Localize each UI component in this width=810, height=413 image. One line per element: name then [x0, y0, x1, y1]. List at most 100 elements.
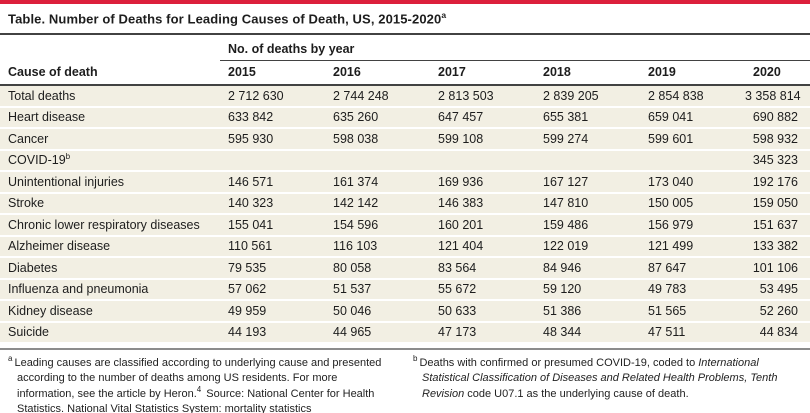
- value-cell: 87 647: [640, 257, 745, 280]
- footnote-b-text: Deaths with confirmed or presumed COVID-…: [419, 356, 699, 369]
- table-row: Alzheimer disease 110 561 116 103 121 40…: [0, 235, 810, 259]
- cause-cell: Kidney disease: [0, 300, 220, 323]
- cause-cell: Suicide: [0, 321, 220, 345]
- deaths-table: Cause of death No. of deaths by year 201…: [0, 35, 810, 345]
- value-cell: 51 537: [325, 278, 430, 302]
- value-cell: 595 930: [220, 128, 325, 151]
- value-cell: 2 744 248: [325, 85, 430, 108]
- cause-label: Alzheimer disease: [8, 239, 111, 254]
- table-title-text: Table. Number of Deaths for Leading Caus…: [8, 11, 442, 27]
- cause-cell: Total deaths: [0, 85, 220, 108]
- cause-label: Suicide: [8, 325, 49, 340]
- column-header-2016: 2016: [325, 60, 430, 87]
- cause-label: Kidney disease: [8, 303, 93, 318]
- table-row: Chronic lower respiratory diseases 155 0…: [0, 214, 810, 237]
- value-cell: 690 882: [745, 106, 810, 130]
- value-cell: 121 499: [640, 235, 745, 259]
- table-row: Influenza and pneumonia 57 062 51 537 55…: [0, 278, 810, 302]
- cause-cell: Alzheimer disease: [0, 235, 220, 259]
- table-row: Kidney disease 49 959 50 046 50 633 51 3…: [0, 300, 810, 323]
- value-cell: 159 050: [745, 192, 810, 216]
- value-cell: 133 382: [745, 235, 810, 259]
- value-cell: [325, 149, 430, 173]
- value-cell: 647 457: [430, 106, 535, 130]
- cause-cell: Influenza and pneumonia: [0, 278, 220, 302]
- value-cell: 146 383: [430, 192, 535, 216]
- footnote-a-text: Leading causes are classified according …: [14, 356, 382, 400]
- value-cell: 151 637: [745, 214, 810, 237]
- value-cell: 659 041: [640, 106, 745, 130]
- year-header-row: 2015 2016 2017 2018 2019 2020: [0, 60, 810, 87]
- value-cell: 156 979: [640, 214, 745, 237]
- value-cell: 83 564: [430, 257, 535, 280]
- table-row: Diabetes 79 535 80 058 83 564 84 946 87 …: [0, 257, 810, 280]
- value-cell: 598 932: [745, 128, 810, 151]
- footnote-a-marker: a: [8, 354, 13, 364]
- cause-label: Chronic lower respiratory diseases: [8, 217, 200, 232]
- value-cell: 633 842: [220, 106, 325, 130]
- value-cell: 116 103: [325, 235, 430, 259]
- column-header-cause: Cause of death: [0, 35, 220, 87]
- reference-4-marker: 4: [196, 384, 202, 394]
- footnote-b-marker: b: [413, 354, 418, 364]
- value-cell: 49 959: [220, 300, 325, 323]
- table-row: Unintentional injuries 146 571 161 374 1…: [0, 171, 810, 194]
- value-cell: [220, 149, 325, 173]
- value-cell: 52 260: [745, 300, 810, 323]
- value-cell: 80 058: [325, 257, 430, 280]
- value-cell: 57 062: [220, 278, 325, 302]
- value-cell: 142 142: [325, 192, 430, 216]
- value-cell: 47 511: [640, 321, 745, 345]
- column-header-2019: 2019: [640, 60, 745, 87]
- cause-cell: Diabetes: [0, 257, 220, 280]
- table-title: Table. Number of Deaths for Leading Caus…: [0, 4, 810, 33]
- table-row: Total deaths 2 712 630 2 744 248 2 813 5…: [0, 85, 810, 108]
- value-cell: 3 358 814: [745, 85, 810, 108]
- accent-bar: [0, 0, 810, 4]
- cause-cell: Heart disease: [0, 106, 220, 130]
- value-cell: 599 274: [535, 128, 640, 151]
- value-cell: 44 193: [220, 321, 325, 345]
- value-cell: 44 965: [325, 321, 430, 345]
- value-cell: 345 323: [745, 149, 810, 173]
- footnote-b: b Deaths with confirmed or presumed COVID…: [413, 354, 802, 413]
- value-cell: 50 046: [325, 300, 430, 323]
- value-cell: 121 404: [430, 235, 535, 259]
- cause-label: Total deaths: [8, 88, 76, 103]
- cause-footnote-marker: b: [65, 152, 71, 162]
- value-cell: 655 381: [535, 106, 640, 130]
- value-cell: 169 936: [430, 171, 535, 194]
- value-cell: 79 535: [220, 257, 325, 280]
- table-row: Cancer 595 930 598 038 599 108 599 274 5…: [0, 128, 810, 151]
- table-row: Suicide 44 193 44 965 47 173 48 344 47 5…: [0, 321, 810, 345]
- value-cell: 53 495: [745, 278, 810, 302]
- group-header-row: Cause of death No. of deaths by year: [0, 35, 810, 87]
- value-cell: [430, 149, 535, 173]
- column-header-2015: 2015: [220, 60, 325, 87]
- value-cell: 173 040: [640, 171, 745, 194]
- title-footnote-marker: a: [441, 10, 447, 20]
- table-row: Stroke 140 323 142 142 146 383 147 810 1…: [0, 192, 810, 216]
- column-header-2017: 2017: [430, 60, 535, 87]
- value-cell: 167 127: [535, 171, 640, 194]
- value-cell: 122 019: [535, 235, 640, 259]
- table-row: Heart disease 633 842 635 260 647 457 65…: [0, 106, 810, 130]
- footnote-a-text: Source: National Center for Health Stati…: [17, 387, 375, 413]
- value-cell: 2 813 503: [430, 85, 535, 108]
- value-cell: 48 344: [535, 321, 640, 345]
- value-cell: 50 633: [430, 300, 535, 323]
- value-cell: 599 108: [430, 128, 535, 151]
- value-cell: 110 561: [220, 235, 325, 259]
- value-cell: 49 783: [640, 278, 745, 302]
- cause-label: COVID-19: [8, 153, 66, 168]
- value-cell: 2 839 205: [535, 85, 640, 108]
- column-header-2018: 2018: [535, 60, 640, 87]
- footnote-divider: [0, 348, 810, 350]
- value-cell: 2 854 838: [640, 85, 745, 108]
- cause-cell: COVID-19b: [0, 149, 220, 173]
- cause-label: Stroke: [8, 196, 45, 211]
- title-divider: [0, 33, 810, 36]
- value-cell: 598 038: [325, 128, 430, 151]
- value-cell: 47 173: [430, 321, 535, 345]
